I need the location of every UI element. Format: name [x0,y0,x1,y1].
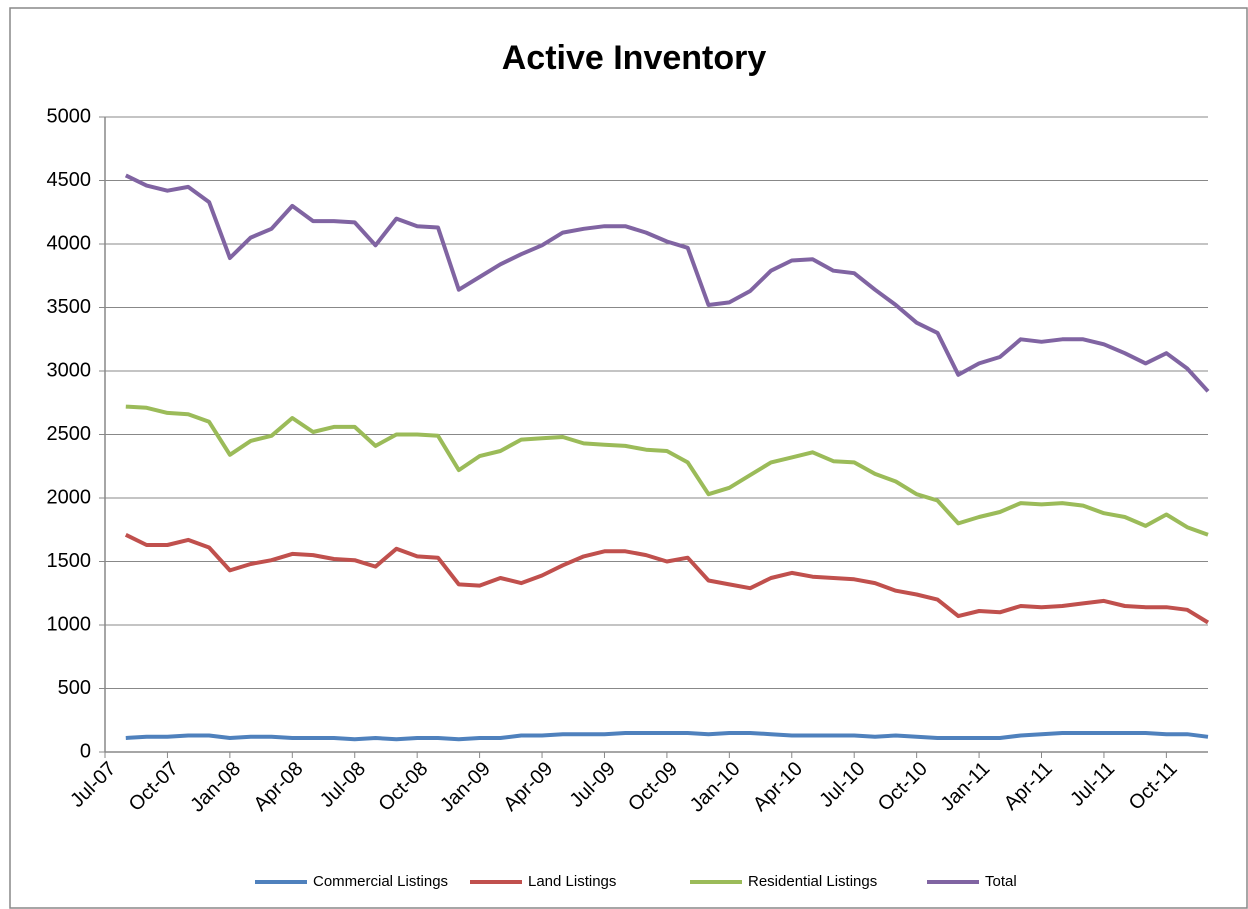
y-tick-label: 1000 [47,613,92,635]
series-line [125,731,1209,742]
legend-label: Residential Listings [748,873,877,890]
y-tick-label: 2500 [47,423,92,445]
y-tick-label: 4500 [47,169,92,191]
y-tick-label: 1500 [47,550,92,572]
chart-border [9,7,1248,909]
chart-title: Active Inventory [502,39,767,77]
legend-label: Total [985,873,1017,890]
y-tick-label: 2000 [47,486,92,508]
y-tick-label: 3000 [47,359,92,381]
series-line [124,173,1210,393]
y-tick-label: 5000 [47,105,92,127]
y-tick-label: 3500 [47,296,92,318]
y-tick-label: 4000 [47,232,92,254]
y-tick-label: 0 [80,740,91,762]
y-tick-label: 500 [58,677,91,699]
series-line [125,404,1209,537]
legend-label: Commercial Listings [313,873,448,890]
legend-label: Land Listings [528,873,616,890]
series-line [124,533,1210,625]
